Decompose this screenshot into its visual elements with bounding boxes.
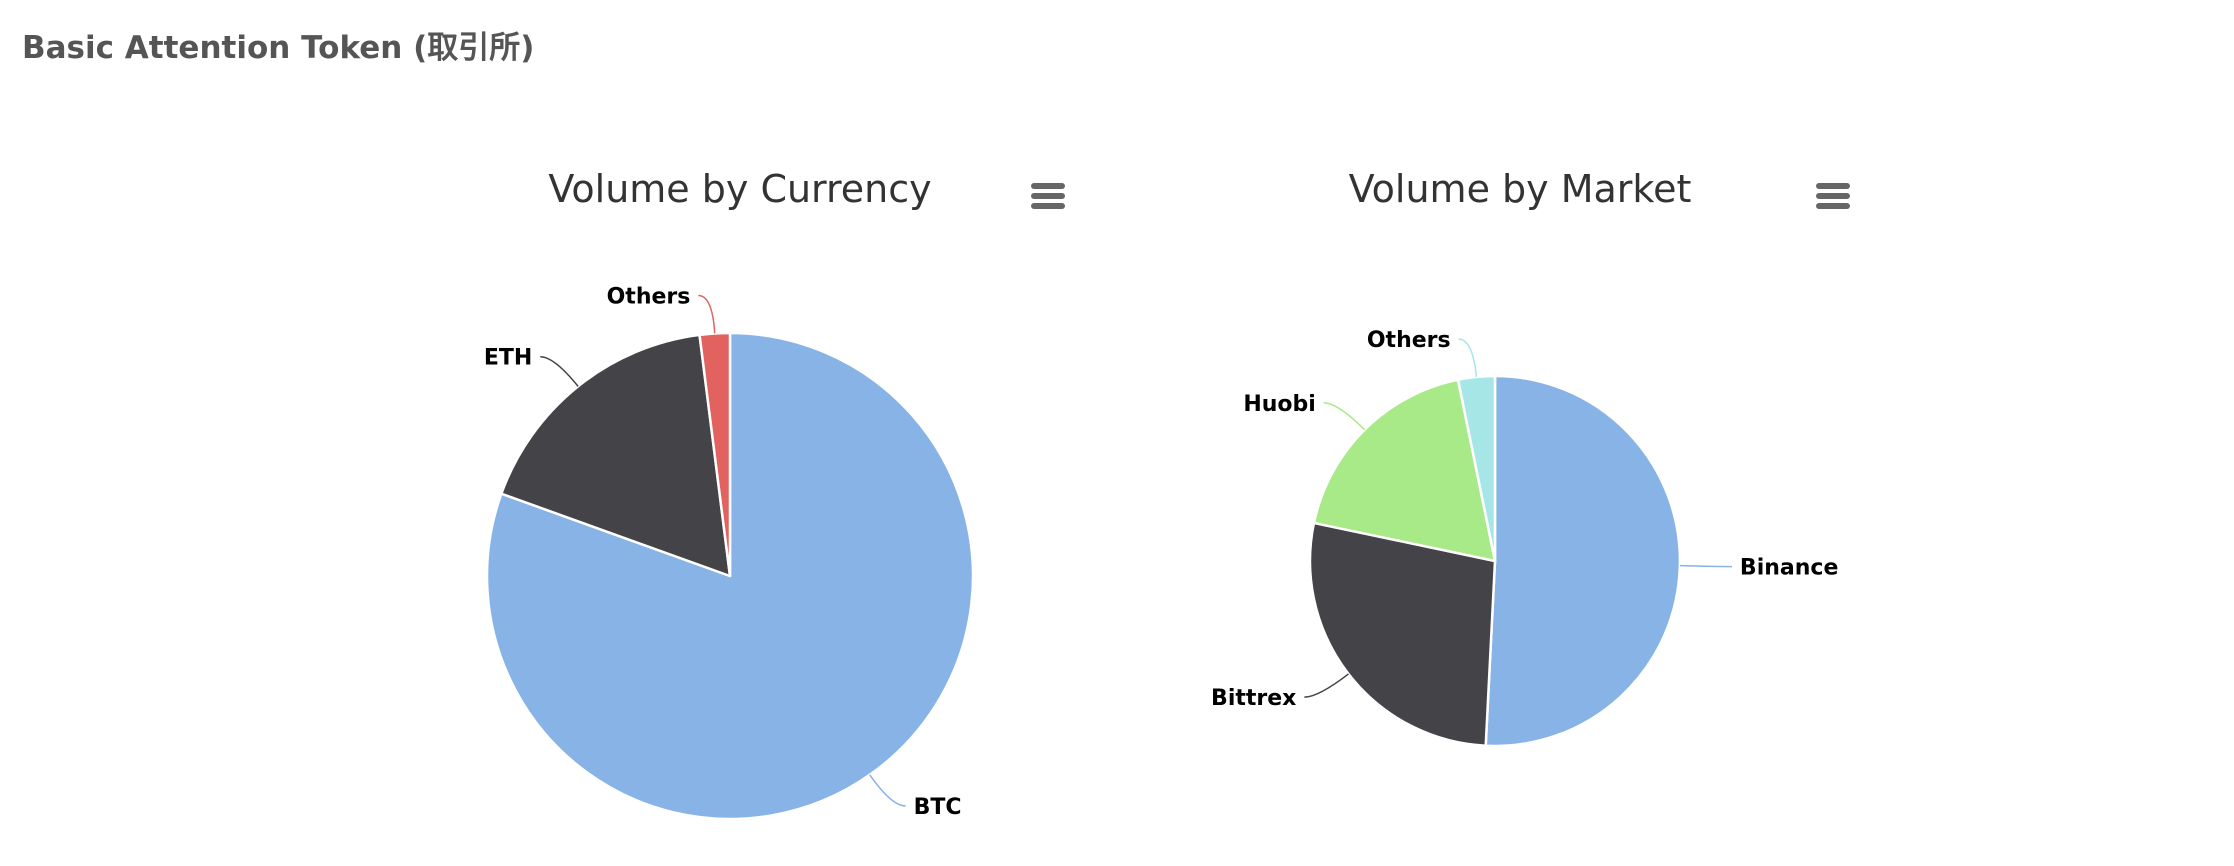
hamburger-menu-icon xyxy=(1031,183,1065,189)
slice-label-eth: ETH xyxy=(484,346,532,371)
chart-menu-button[interactable] xyxy=(1810,175,1854,219)
volume-by-market-chart: Volume by Market Binance Bittrex Huobi Othe… xyxy=(1160,150,1920,866)
connector-others xyxy=(1458,338,1478,378)
page-title: Basic Attention Token (取引所) xyxy=(22,30,535,66)
connector-bittrex xyxy=(1304,673,1349,698)
slice-label-others: Others xyxy=(1367,328,1451,353)
slice-label-huobi: Huobi xyxy=(1243,392,1315,417)
connector-eth xyxy=(540,355,579,387)
pie-slice-others[interactable] xyxy=(698,331,732,578)
slice-label-binance: Binance xyxy=(1740,556,1838,581)
pie-slice-binance[interactable] xyxy=(1484,374,1682,748)
connector-binance xyxy=(1679,564,1732,568)
chart-title: Volume by Market xyxy=(1349,167,1692,211)
connector-btc xyxy=(869,774,906,807)
pie-slice-bittrex[interactable] xyxy=(1308,521,1497,748)
hamburger-menu-icon xyxy=(1816,183,1850,189)
slice-label-btc: BTC xyxy=(914,795,962,820)
connector-others xyxy=(698,294,716,334)
slice-label-others: Others xyxy=(607,285,691,310)
slice-label-bittrex: Bittrex xyxy=(1211,686,1296,711)
pie-slice-huobi[interactable] xyxy=(1312,378,1497,563)
pie-slice-eth[interactable] xyxy=(500,333,732,578)
volume-by-currency-chart: Volume by Currency BTC ETH Others xyxy=(355,150,1115,866)
chart-title: Volume by Currency xyxy=(548,167,931,211)
connector-huobi xyxy=(1323,402,1366,431)
chart-menu-button[interactable] xyxy=(1025,175,1069,219)
pie-slice-others[interactable] xyxy=(1456,374,1497,563)
volume-by-currency-pie: Volume by Currency BTC ETH Others xyxy=(484,167,975,821)
volume-by-market-pie: Volume by Market Binance Bittrex Huobi Othe… xyxy=(1211,167,1838,748)
